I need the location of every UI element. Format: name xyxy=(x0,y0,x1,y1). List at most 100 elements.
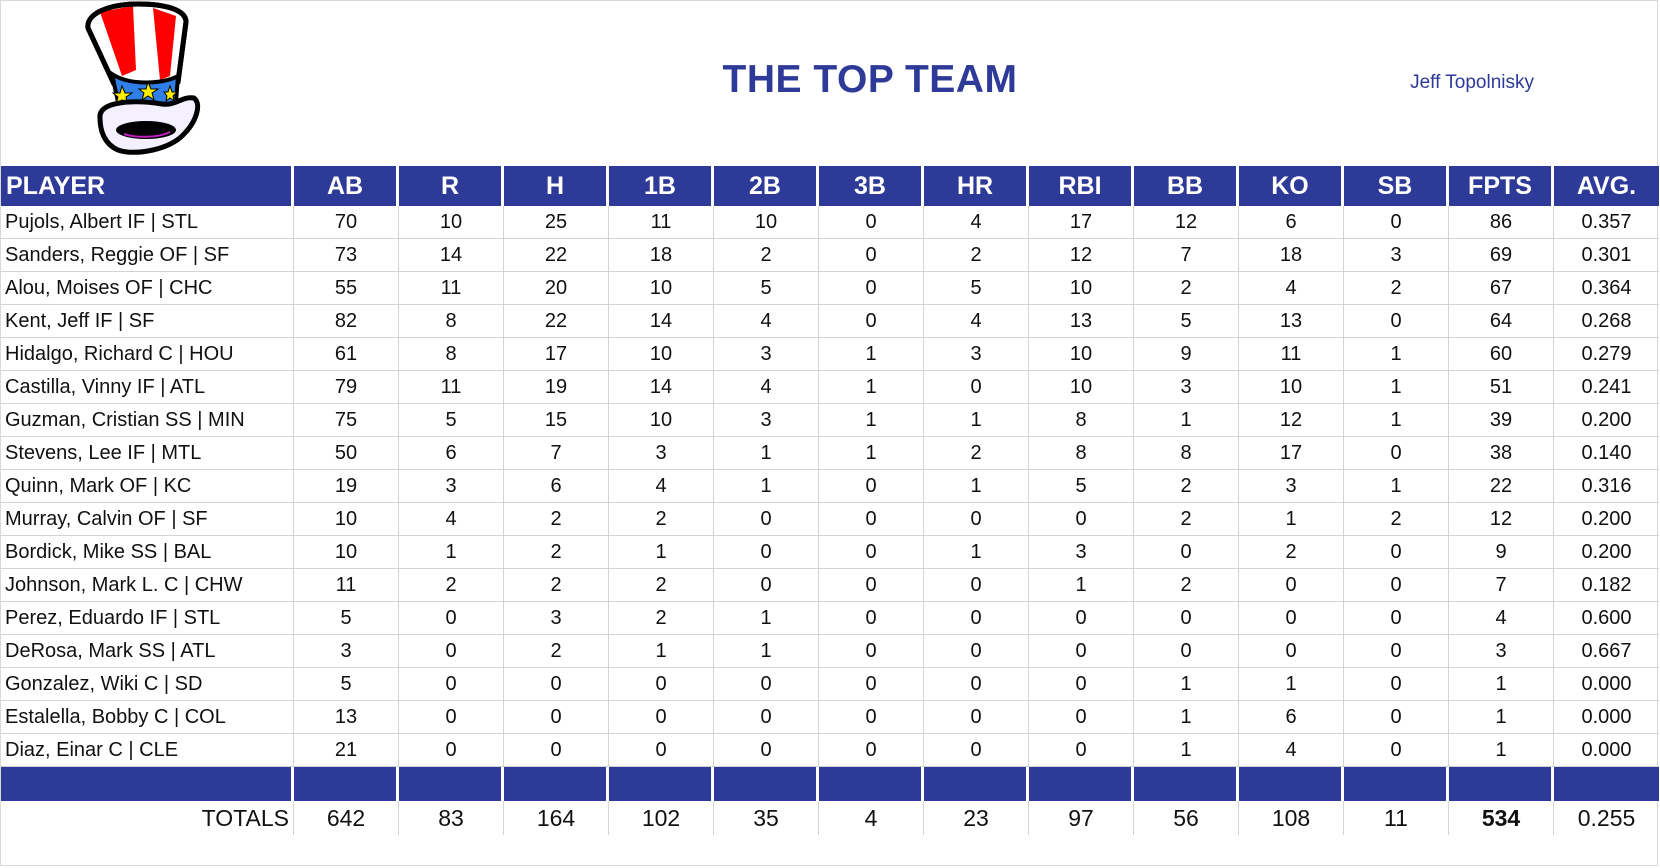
r-cell[interactable]: 3 xyxy=(399,470,504,503)
player-name-cell[interactable]: Johnson, Mark L. C | CHW xyxy=(1,569,294,602)
h-cell[interactable]: 3 xyxy=(504,602,609,635)
bb-cell[interactable]: 1 xyxy=(1134,668,1239,701)
h-cell[interactable]: 0 xyxy=(504,668,609,701)
rbi-cell[interactable]: 10 xyxy=(1029,371,1134,404)
h-cell[interactable]: 22 xyxy=(504,305,609,338)
bb-cell[interactable]: 9 xyxy=(1134,338,1239,371)
player-name-cell[interactable]: Alou, Moises OF | CHC xyxy=(1,272,294,305)
2b-cell[interactable]: 0 xyxy=(714,668,819,701)
h-cell[interactable]: 25 xyxy=(504,206,609,239)
sb-cell[interactable]: 0 xyxy=(1344,437,1449,470)
ko-cell[interactable]: 0 xyxy=(1239,635,1344,668)
1b-cell[interactable]: 10 xyxy=(609,272,714,305)
avg-cell[interactable]: 0.600 xyxy=(1554,602,1659,635)
fpts-cell[interactable]: 64 xyxy=(1449,305,1554,338)
column-header-rbi[interactable]: RBI xyxy=(1029,166,1134,206)
hr-cell[interactable]: 0 xyxy=(924,734,1029,767)
r-cell[interactable]: 0 xyxy=(399,635,504,668)
bb-cell[interactable]: 1 xyxy=(1134,734,1239,767)
fpts-cell[interactable]: 7 xyxy=(1449,569,1554,602)
rbi-cell[interactable]: 1 xyxy=(1029,569,1134,602)
avg-cell[interactable]: 0.000 xyxy=(1554,701,1659,734)
2b-cell[interactable]: 0 xyxy=(714,536,819,569)
1b-cell[interactable]: 1 xyxy=(609,536,714,569)
column-header-ab[interactable]: AB xyxy=(294,166,399,206)
2b-cell[interactable]: 5 xyxy=(714,272,819,305)
hr-cell[interactable]: 4 xyxy=(924,206,1029,239)
fpts-cell[interactable]: 67 xyxy=(1449,272,1554,305)
sb-cell[interactable]: 0 xyxy=(1344,635,1449,668)
1b-cell[interactable]: 1 xyxy=(609,635,714,668)
total-1b[interactable]: 102 xyxy=(609,801,714,835)
ab-cell[interactable]: 21 xyxy=(294,734,399,767)
h-cell[interactable]: 2 xyxy=(504,536,609,569)
player-name-cell[interactable]: DeRosa, Mark SS | ATL xyxy=(1,635,294,668)
player-name-cell[interactable]: Perez, Eduardo IF | STL xyxy=(1,602,294,635)
3b-cell[interactable]: 0 xyxy=(819,239,924,272)
3b-cell[interactable]: 0 xyxy=(819,569,924,602)
3b-cell[interactable]: 1 xyxy=(819,437,924,470)
sb-cell[interactable]: 1 xyxy=(1344,470,1449,503)
ko-cell[interactable]: 13 xyxy=(1239,305,1344,338)
ko-cell[interactable]: 4 xyxy=(1239,272,1344,305)
bb-cell[interactable]: 8 xyxy=(1134,437,1239,470)
r-cell[interactable]: 14 xyxy=(399,239,504,272)
bb-cell[interactable]: 2 xyxy=(1134,470,1239,503)
1b-cell[interactable]: 14 xyxy=(609,371,714,404)
hr-cell[interactable]: 0 xyxy=(924,668,1029,701)
2b-cell[interactable]: 3 xyxy=(714,404,819,437)
1b-cell[interactable]: 11 xyxy=(609,206,714,239)
player-name-cell[interactable]: Gonzalez, Wiki C | SD xyxy=(1,668,294,701)
3b-cell[interactable]: 0 xyxy=(819,734,924,767)
player-name-cell[interactable]: Bordick, Mike SS | BAL xyxy=(1,536,294,569)
player-name-cell[interactable]: Estalella, Bobby C | COL xyxy=(1,701,294,734)
total-3b[interactable]: 4 xyxy=(819,801,924,835)
rbi-cell[interactable]: 8 xyxy=(1029,437,1134,470)
h-cell[interactable]: 6 xyxy=(504,470,609,503)
h-cell[interactable]: 7 xyxy=(504,437,609,470)
h-cell[interactable]: 2 xyxy=(504,503,609,536)
h-cell[interactable]: 20 xyxy=(504,272,609,305)
avg-cell[interactable]: 0.357 xyxy=(1554,206,1659,239)
2b-cell[interactable]: 0 xyxy=(714,569,819,602)
r-cell[interactable]: 5 xyxy=(399,404,504,437)
total-h[interactable]: 164 xyxy=(504,801,609,835)
total-ko[interactable]: 108 xyxy=(1239,801,1344,835)
total-sb[interactable]: 11 xyxy=(1344,801,1449,835)
3b-cell[interactable]: 0 xyxy=(819,503,924,536)
bb-cell[interactable]: 1 xyxy=(1134,404,1239,437)
hr-cell[interactable]: 5 xyxy=(924,272,1029,305)
ab-cell[interactable]: 75 xyxy=(294,404,399,437)
3b-cell[interactable]: 1 xyxy=(819,371,924,404)
ko-cell[interactable]: 17 xyxy=(1239,437,1344,470)
r-cell[interactable]: 11 xyxy=(399,272,504,305)
sb-cell[interactable]: 0 xyxy=(1344,701,1449,734)
column-header-1b[interactable]: 1B xyxy=(609,166,714,206)
player-name-cell[interactable]: Guzman, Cristian SS | MIN xyxy=(1,404,294,437)
ko-cell[interactable]: 10 xyxy=(1239,371,1344,404)
rbi-cell[interactable]: 0 xyxy=(1029,602,1134,635)
total-fpts[interactable]: 534 xyxy=(1449,801,1554,835)
ab-cell[interactable]: 13 xyxy=(294,701,399,734)
ab-cell[interactable]: 79 xyxy=(294,371,399,404)
fpts-cell[interactable]: 4 xyxy=(1449,602,1554,635)
player-name-cell[interactable]: Diaz, Einar C | CLE xyxy=(1,734,294,767)
3b-cell[interactable]: 0 xyxy=(819,668,924,701)
ko-cell[interactable]: 12 xyxy=(1239,404,1344,437)
2b-cell[interactable]: 1 xyxy=(714,602,819,635)
hr-cell[interactable]: 0 xyxy=(924,503,1029,536)
1b-cell[interactable]: 2 xyxy=(609,569,714,602)
1b-cell[interactable]: 10 xyxy=(609,404,714,437)
avg-cell[interactable]: 0.000 xyxy=(1554,734,1659,767)
r-cell[interactable]: 8 xyxy=(399,305,504,338)
fpts-cell[interactable]: 60 xyxy=(1449,338,1554,371)
sb-cell[interactable]: 0 xyxy=(1344,536,1449,569)
3b-cell[interactable]: 0 xyxy=(819,701,924,734)
ko-cell[interactable]: 2 xyxy=(1239,536,1344,569)
ab-cell[interactable]: 73 xyxy=(294,239,399,272)
3b-cell[interactable]: 1 xyxy=(819,404,924,437)
ko-cell[interactable]: 18 xyxy=(1239,239,1344,272)
h-cell[interactable]: 15 xyxy=(504,404,609,437)
fpts-cell[interactable]: 39 xyxy=(1449,404,1554,437)
ko-cell[interactable]: 0 xyxy=(1239,569,1344,602)
